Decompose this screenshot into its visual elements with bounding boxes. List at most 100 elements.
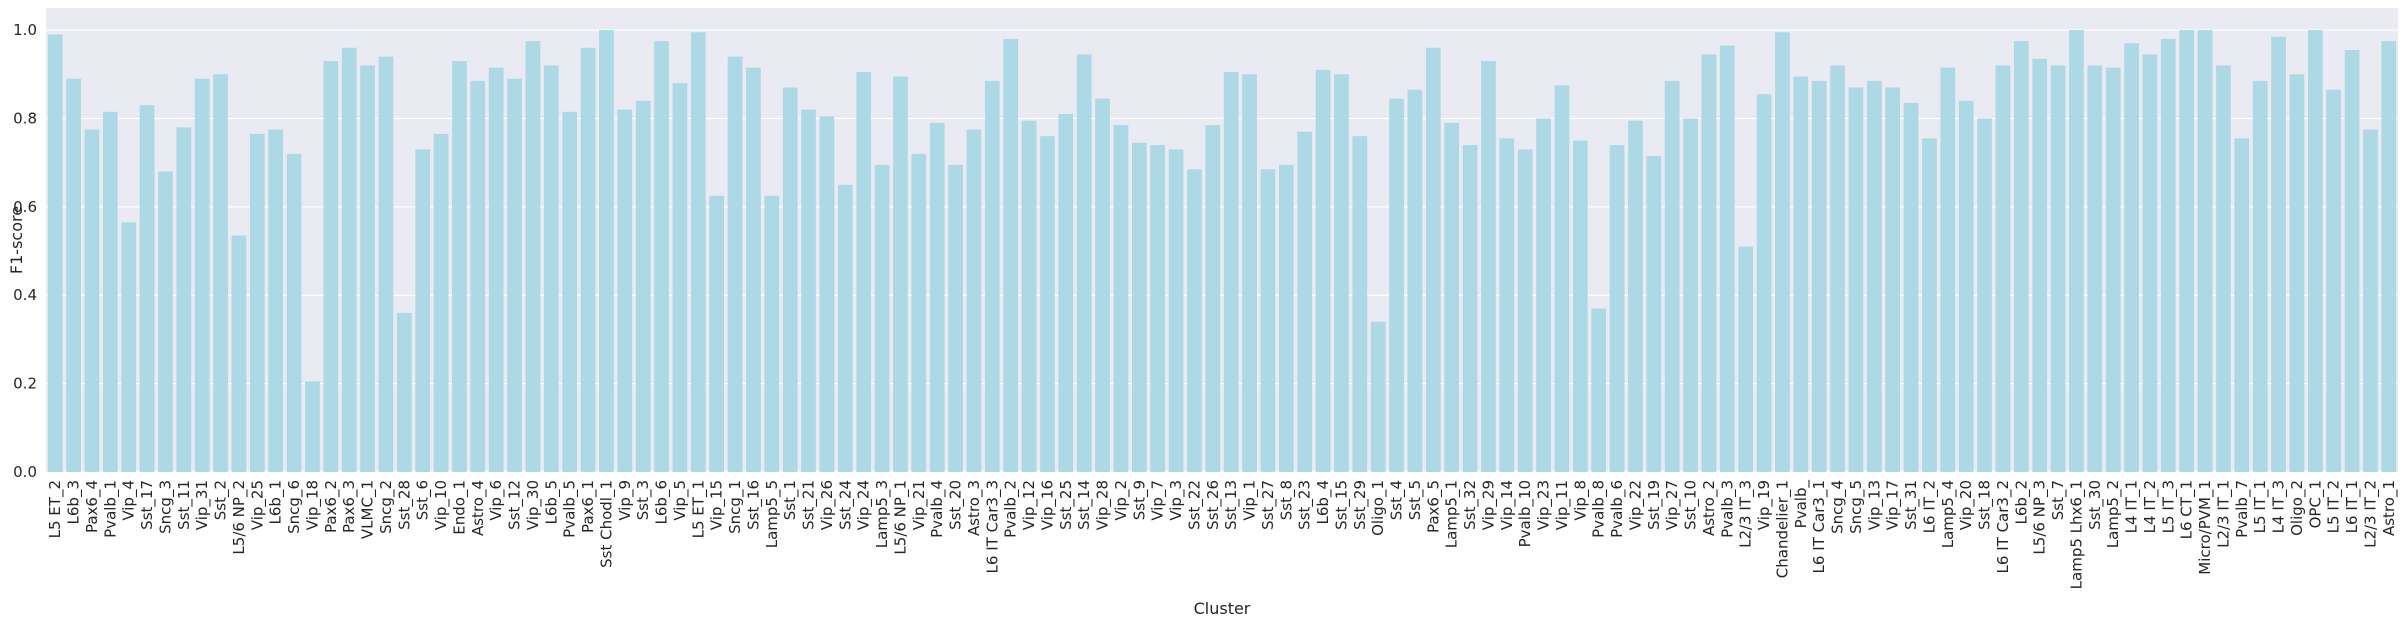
x-tick-label: Sst_22	[1185, 480, 1204, 530]
x-tick-label: Astro_4	[469, 480, 488, 536]
y-tick-label: 1.0	[13, 21, 37, 39]
bar	[213, 74, 228, 473]
bar	[580, 47, 596, 473]
x-tick-label: Endo_1	[450, 480, 469, 535]
bar	[84, 129, 100, 472]
x-tick-label: Sst_11	[175, 480, 194, 530]
bar	[1352, 136, 1368, 472]
bar	[66, 78, 81, 472]
bar	[470, 80, 486, 473]
x-tick-label: Sncg_1	[726, 480, 745, 534]
x-tick-label: Vip_7	[1149, 480, 1168, 521]
x-tick-label: L6 CT_1	[2178, 480, 2197, 539]
bar	[1425, 47, 1441, 473]
bar	[1113, 125, 1129, 472]
bar	[1830, 65, 1845, 472]
x-tick-label: Vip_16	[1038, 480, 1057, 530]
x-tick-label: Sst_23	[1296, 480, 1315, 530]
y-axis-label: F1-score	[7, 206, 26, 274]
x-tick-label: Vip_8	[1571, 480, 1590, 521]
bar	[1646, 156, 1662, 473]
x-tick-label: Sst_16	[744, 480, 763, 530]
x-tick-label: Pvalb_1	[101, 480, 120, 538]
bar	[488, 67, 504, 473]
bar	[2179, 30, 2195, 472]
bar	[2124, 43, 2139, 472]
x-tick-label: Lamp5_3	[873, 480, 892, 548]
x-tick-label: Pax6_5	[1424, 480, 1443, 533]
bar	[2326, 89, 2342, 472]
x-tick-label: Sst_9	[1130, 480, 1149, 520]
bar	[1719, 45, 1735, 473]
bar	[1499, 138, 1515, 472]
bar	[341, 47, 357, 473]
bar	[1793, 76, 1809, 472]
x-tick-label: Sst_17	[138, 480, 157, 530]
x-tick-label: L6 IT Car3_2	[1994, 480, 2013, 573]
bar	[672, 83, 688, 472]
x-tick-label: Vip_20	[1957, 480, 1976, 530]
x-tick-label: Sst_13	[1222, 480, 1241, 530]
x-tick-label: Sst_15	[1332, 480, 1351, 530]
x-tick-label: Pax6_4	[83, 480, 102, 533]
x-tick-label: Astro_1	[2380, 480, 2399, 536]
x-tick-label: Micro/PVM_1	[2196, 480, 2215, 575]
bar	[1150, 144, 1166, 472]
x-tick-label: Sst_3	[634, 480, 653, 520]
x-tick-label: Sst_26	[1204, 480, 1223, 530]
x-tick-label: Astro_2	[1700, 480, 1719, 536]
bar	[1021, 120, 1037, 472]
x-tick-label: Vip_10	[432, 480, 451, 530]
x-tick-label: Vip_29	[1479, 480, 1498, 530]
x-tick-label: L4 IT_3	[2270, 480, 2289, 533]
x-tick-label: Vip_11	[1553, 480, 1572, 530]
bar	[1977, 118, 1992, 472]
bar	[1095, 98, 1110, 472]
bar	[966, 129, 982, 472]
x-tick-label: Astro_3	[965, 480, 984, 536]
x-tick-label: Vip_6	[487, 480, 506, 521]
x-tick-label: Sst_18	[1976, 480, 1995, 530]
bar	[837, 184, 853, 472]
y-tick-label: 0.0	[13, 463, 37, 481]
bar	[2050, 65, 2066, 472]
x-tick-label: Vip_14	[1498, 480, 1517, 530]
bar	[1389, 98, 1404, 472]
y-tick-label: 0.8	[13, 109, 37, 127]
bar	[1040, 136, 1055, 472]
bar	[1885, 87, 1901, 473]
x-tick-label: Sst_4	[1388, 480, 1407, 520]
x-tick-label: Sncg_6	[285, 480, 304, 534]
x-tick-label: L2/3 IT_3	[1737, 480, 1756, 548]
bar	[249, 133, 265, 472]
bar	[1922, 138, 1937, 472]
bar	[1076, 54, 1092, 473]
bar	[1628, 120, 1643, 472]
bars	[47, 30, 2397, 473]
x-tick-label: L6b_1	[267, 480, 286, 524]
x-tick-label: Lamp5_4	[1939, 480, 1958, 548]
x-tick-label: Pvalb_8	[1590, 480, 1609, 538]
bar	[2160, 38, 2176, 472]
bar	[1187, 169, 1202, 473]
bar	[1131, 142, 1147, 472]
x-tick-label: Vip_4	[120, 480, 139, 521]
bar	[727, 56, 743, 472]
x-tick-label: Pvalb_6	[1608, 480, 1627, 538]
x-tick-label: L2/3 IT_1	[2214, 480, 2233, 548]
bar	[1407, 89, 1423, 472]
bar	[378, 56, 394, 472]
x-tick-label: Sst_27	[1259, 480, 1278, 530]
bar	[984, 80, 1000, 473]
x-tick-label: Sst_12	[506, 480, 525, 530]
bar	[1811, 80, 1827, 473]
x-tick-label: Vip_30	[524, 480, 543, 530]
x-tick-label: Vip_17	[1884, 480, 1903, 530]
bar	[2271, 36, 2286, 472]
x-tick-label: Sst_6	[414, 480, 433, 520]
x-tick-label: L6 IT Car3_1	[1810, 480, 1829, 573]
x-tick-label: L5 IT_3	[2159, 480, 2178, 533]
bar	[1242, 74, 1257, 473]
x-tick-label: Vip_9	[616, 480, 635, 521]
